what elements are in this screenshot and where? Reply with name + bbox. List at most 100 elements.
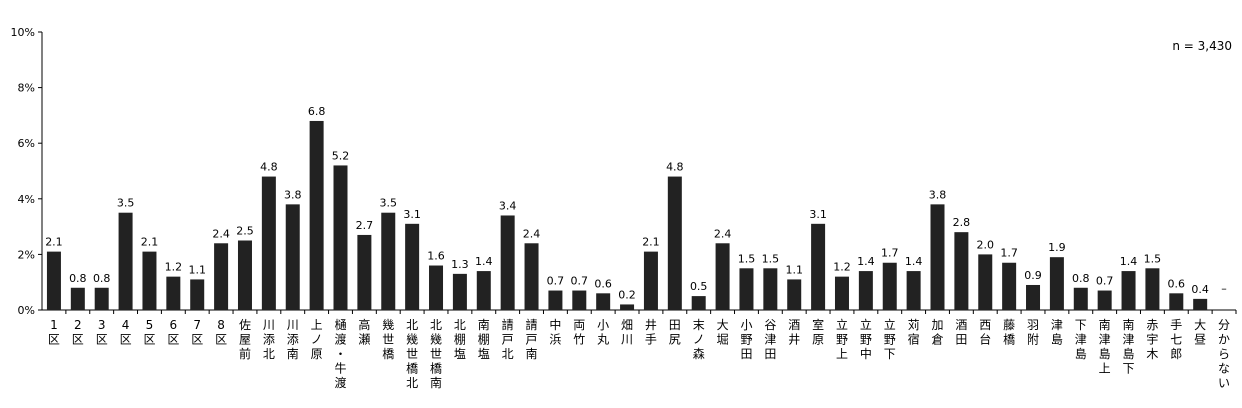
bar — [1049, 257, 1064, 310]
bar — [405, 223, 420, 310]
data-label: 3.5 — [380, 197, 398, 210]
category-label: 田尻 — [669, 318, 681, 347]
bar — [524, 243, 539, 310]
category-label: 小野田 — [740, 318, 752, 361]
data-label: 0.6 — [1168, 277, 1186, 290]
bar — [166, 276, 181, 310]
data-label: 0.8 — [69, 272, 87, 285]
bar — [811, 223, 826, 310]
y-tick-label: 2% — [18, 248, 35, 261]
bar — [954, 232, 969, 310]
data-label: 1.1 — [188, 263, 206, 276]
category-label: 津島 — [1051, 318, 1063, 347]
bar — [94, 287, 109, 310]
category-label: 南津島下 — [1123, 317, 1135, 376]
category-label: 酒田 — [955, 318, 967, 347]
category-label: 両竹 — [573, 318, 585, 347]
bar — [429, 265, 444, 310]
data-label: 1.7 — [1000, 247, 1018, 260]
bar — [357, 234, 372, 310]
category-label: 藤橋 — [1003, 318, 1015, 347]
data-label: 1.3 — [451, 258, 469, 271]
data-label: 3.8 — [929, 188, 947, 201]
bar — [285, 204, 300, 310]
category-label: 樋渡・牛渡 — [334, 317, 346, 390]
bar — [691, 296, 706, 310]
data-label: 1.5 — [1144, 252, 1162, 265]
bar — [142, 251, 157, 310]
y-tick-label: 10% — [11, 26, 35, 39]
bar — [620, 304, 635, 310]
data-label: 1.4 — [475, 255, 493, 268]
bar — [978, 254, 993, 310]
bar — [858, 271, 873, 310]
category-label: 川添南 — [287, 318, 299, 361]
category-label: 分からない — [1218, 318, 1230, 390]
y-tick-label: 6% — [18, 137, 35, 150]
data-label: 2.5 — [236, 225, 254, 238]
category-label: 幾世橋 — [382, 318, 394, 361]
data-label: 3.5 — [117, 197, 135, 210]
data-label: 2.8 — [953, 216, 971, 229]
data-labels: 2.1 0.8 0.8 3.5 2.1 1.2 1.1 2.4 2.5 4.8 3.8 6.8 5.2 2… — [45, 105, 1227, 301]
data-label: 3.1 — [809, 208, 827, 221]
category-label: 立野中 — [860, 317, 872, 361]
category-label: 請戸北 — [502, 318, 514, 361]
bar — [1026, 284, 1041, 310]
data-label: 2.4 — [523, 227, 541, 240]
category-label: 北棚塩 — [454, 318, 466, 361]
bar — [572, 290, 587, 310]
data-label: 1.4 — [905, 255, 923, 268]
data-label: 1.4 — [1120, 255, 1138, 268]
bar — [1002, 262, 1017, 310]
bar — [1121, 271, 1136, 310]
data-label: 5.2 — [332, 149, 350, 162]
data-label: 0.7 — [547, 275, 565, 288]
data-label: 6.8 — [308, 105, 326, 118]
bar — [333, 165, 348, 310]
bar — [261, 176, 276, 310]
category-label: 南棚塩 — [478, 317, 490, 361]
bar — [906, 271, 921, 310]
bar — [739, 268, 754, 310]
data-label: 2.1 — [642, 236, 660, 249]
bar — [500, 215, 515, 310]
data-label: 4.8 — [260, 161, 278, 174]
category-label: 大昼 — [1194, 318, 1206, 347]
bar — [476, 271, 491, 310]
data-label: 1.4 — [857, 255, 875, 268]
bar — [1145, 268, 1160, 310]
category-label: 大堀 — [717, 318, 729, 347]
y-tick-label: 8% — [18, 82, 35, 95]
category-label: 室原 — [812, 317, 824, 347]
bar — [834, 276, 849, 310]
data-label: 0.8 — [1072, 272, 1090, 285]
bar — [643, 251, 658, 310]
category-label: 加倉 — [931, 318, 943, 347]
data-label: 1.1 — [785, 263, 803, 276]
bar — [787, 279, 802, 310]
data-label: 1.9 — [1048, 241, 1066, 254]
category-label: 高瀬 — [358, 317, 370, 347]
data-label: 3.1 — [403, 208, 421, 221]
bar — [190, 279, 205, 310]
category-labels: 1 区2 区3 区4 区5 区6 区7 区8 区佐屋前川添北川添南上ノ原樋渡・牛渡高瀬幾世橋北幾… — [48, 317, 1230, 390]
category-label: 谷津田 — [764, 318, 776, 361]
category-label: 佐屋前 — [239, 318, 251, 361]
data-label: 0.8 — [93, 272, 111, 285]
data-label: 0.2 — [618, 288, 636, 301]
bar — [452, 273, 467, 310]
data-label: 1.2 — [165, 261, 183, 274]
y-tick-label: 0% — [18, 304, 35, 317]
category-label: 小丸 — [597, 318, 609, 347]
bar — [882, 262, 897, 310]
bar — [309, 120, 324, 311]
data-label: 2.4 — [212, 227, 230, 240]
